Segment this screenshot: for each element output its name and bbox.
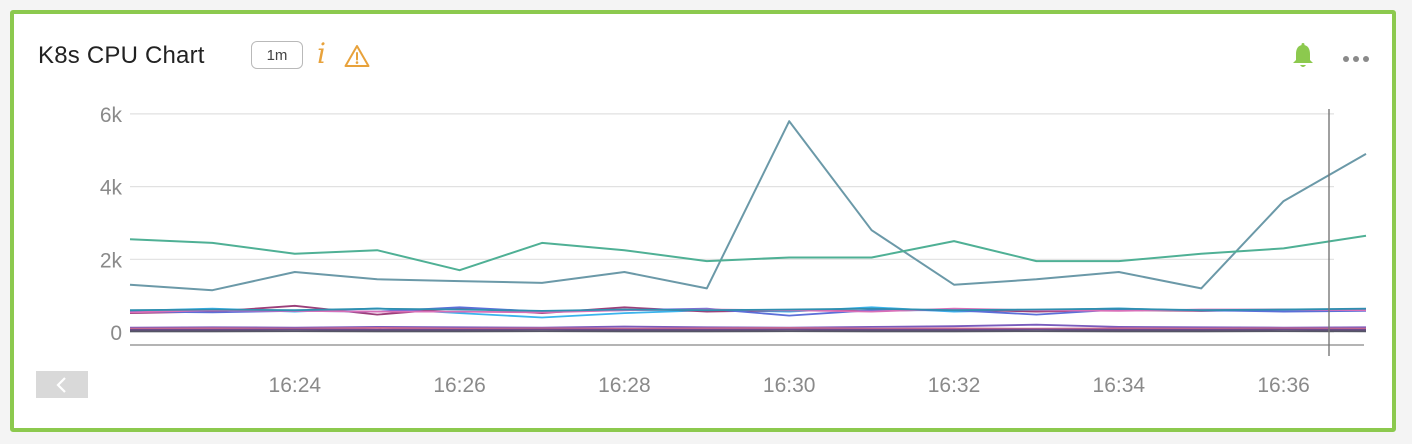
x-tick-label: 16:34 xyxy=(1093,374,1146,397)
series-line xyxy=(129,307,1367,312)
x-tick-label: 16:24 xyxy=(269,374,322,397)
panel-title: K8s CPU Chart xyxy=(38,42,205,69)
series-line xyxy=(129,120,1367,292)
cpu-line-chart: 0 2k 4k 6k 16:24 16:26 16:28 16:30 16:32 16:34 16:… xyxy=(100,104,1367,397)
x-tick-label: 16:26 xyxy=(433,374,486,397)
warning-icon[interactable] xyxy=(344,44,370,73)
series-line xyxy=(129,234,1367,272)
y-tick-label: 4k xyxy=(100,177,123,200)
chart-panel: K8s CPU Chart 1m i 0 2k 4k 6k 16:24 16:26 16:2… xyxy=(10,10,1396,432)
y-tick-label: 6k xyxy=(100,104,123,127)
y-tick-label: 0 xyxy=(110,322,122,345)
chevron-left-icon xyxy=(56,376,66,393)
bell-icon[interactable] xyxy=(1290,42,1316,75)
scroll-left-button[interactable] xyxy=(36,371,88,398)
series-line xyxy=(129,327,1367,330)
y-tick-label: 2k xyxy=(100,249,123,272)
x-tick-label: 16:30 xyxy=(763,374,816,397)
more-icon[interactable] xyxy=(1342,50,1370,68)
x-tick-label: 16:36 xyxy=(1257,374,1310,397)
x-tick-label: 16:32 xyxy=(928,374,981,397)
series-line xyxy=(129,323,1367,329)
interval-badge[interactable]: 1m xyxy=(251,41,303,69)
x-tick-label: 16:28 xyxy=(598,374,651,397)
info-icon[interactable]: i xyxy=(317,37,326,70)
